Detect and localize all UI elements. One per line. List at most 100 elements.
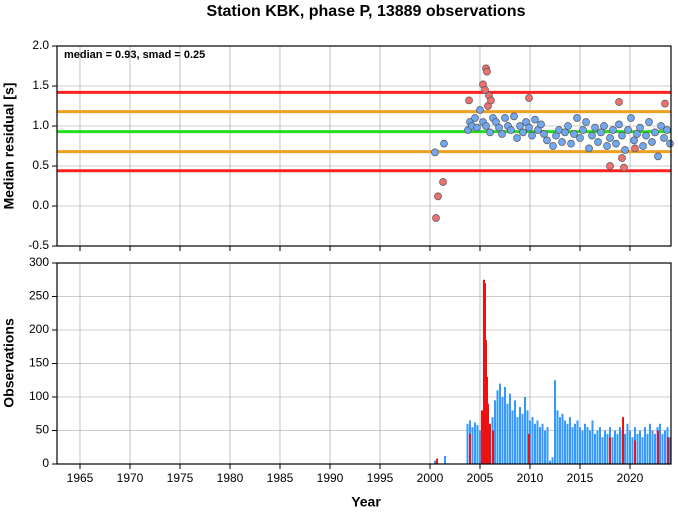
bar [549,460,551,464]
point [621,146,629,154]
annotation: median = 0.93, smad = 0.25 [64,49,205,61]
bar [469,433,471,464]
bar [654,433,656,464]
bar [546,427,549,464]
bar [514,400,516,464]
y-tick-label: 0 [42,456,49,470]
bar [479,430,481,464]
bar [434,460,436,464]
x-tick-label: 1990 [317,471,344,485]
point [615,98,623,106]
y-tick-label: 200 [29,322,49,336]
bar [481,410,483,464]
point [507,126,515,134]
point [612,139,620,148]
bar [511,410,514,464]
y-tick-label: 150 [29,356,49,370]
bar [619,427,621,464]
point [440,139,448,148]
point [434,192,442,201]
point [525,123,533,132]
bar [504,386,506,464]
y-tick-label: 300 [29,255,49,269]
bar [534,423,536,464]
y-axis-label: Median residual [s] [1,83,17,210]
point [573,114,581,122]
bar [581,430,584,464]
point [654,152,662,161]
chart-title: Station KBK, phase P, 13889 observations [207,3,526,20]
point [498,130,506,138]
point [594,138,602,146]
bar [609,437,611,464]
bar [584,423,586,464]
x-tick-label: 2015 [567,471,594,485]
point [618,154,626,162]
x-tick-label: 1995 [367,471,394,485]
bar [561,413,564,464]
point [645,118,653,126]
point [582,118,590,126]
x-tick-label: 1980 [217,471,244,485]
bar [641,437,644,464]
bar [604,430,606,464]
bar [528,433,530,464]
y-tick-label: 50 [36,423,50,437]
point [624,126,632,134]
y-tick-label: -0.5 [28,238,49,252]
point [513,134,521,142]
point [501,114,509,122]
point [630,136,638,145]
bar [536,420,539,464]
bar [599,427,601,464]
point [543,136,551,145]
bar [646,433,649,464]
point [540,130,548,138]
bar [476,425,479,464]
point [431,148,439,157]
point [597,128,605,137]
point [558,138,566,146]
x-tick-label: 2020 [617,471,644,485]
bar [544,430,546,464]
point [476,106,484,114]
bar [509,393,511,464]
bar [554,380,556,464]
bar [631,437,634,464]
bar [596,430,599,464]
point [648,138,656,146]
y-tick-label: 1.0 [32,118,49,132]
point [471,114,479,122]
bar [616,433,619,464]
plot-frame [56,262,672,465]
bar [606,433,609,464]
bar [494,400,496,464]
bar [556,410,559,464]
point [481,86,489,94]
bar [541,423,544,464]
bar [586,427,589,464]
bar [657,430,659,464]
bar [496,390,499,464]
point [510,112,518,121]
x-axis-label: Year [351,494,381,510]
bar [474,422,476,464]
x-tick-label: 1965 [67,471,94,485]
point [663,126,671,134]
point [606,162,614,170]
point [618,131,626,140]
bar [471,427,474,464]
bar [487,403,489,464]
point [615,120,623,129]
point [570,130,578,138]
point [642,131,650,140]
bar [639,430,641,464]
point [495,123,503,132]
bar [489,423,491,464]
bar [526,410,529,464]
point [633,130,641,138]
x-tick-label: 2000 [417,471,444,485]
bar [519,407,521,464]
point [528,131,536,140]
